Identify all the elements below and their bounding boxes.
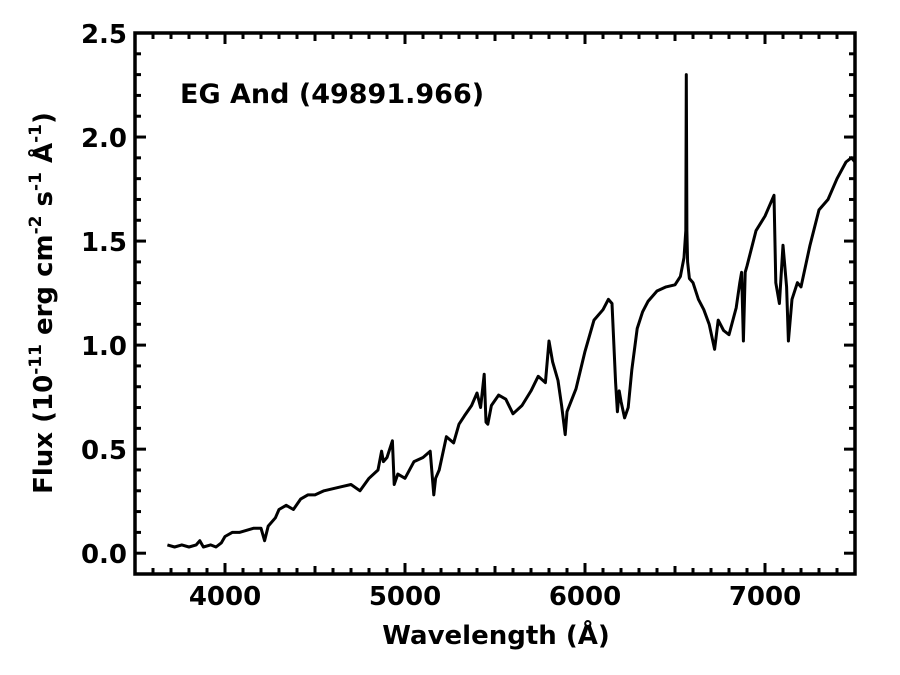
x-axis-title: Wavelength (Å) bbox=[382, 619, 609, 651]
y-tick-label: 1.5 bbox=[81, 228, 127, 258]
x-tick-label: 7000 bbox=[729, 582, 801, 612]
y-axis-title-part: Å bbox=[27, 143, 59, 172]
y-tick-label: 0.0 bbox=[81, 540, 127, 570]
y-tick-labels: 0.0 0.5 1.0 1.5 2.0 2.5 bbox=[81, 20, 127, 570]
x-tick-label: 5000 bbox=[369, 582, 441, 612]
x-tick-label: 4000 bbox=[189, 582, 261, 612]
y-axis-title-part: -1 bbox=[26, 172, 46, 191]
y-axis-title-part: -11 bbox=[26, 344, 46, 375]
y-axis-title-part: Flux (10 bbox=[29, 375, 59, 494]
y-axis-title: Flux (10-11 erg cm-2 s-1 Å-1) bbox=[26, 112, 59, 494]
y-tick-label: 1.0 bbox=[81, 332, 127, 362]
x-tick-labels: 4000 5000 6000 7000 bbox=[189, 582, 801, 612]
tick-group bbox=[133, 31, 857, 576]
y-axis-title-part: ) bbox=[29, 112, 59, 124]
y-tick-label: 2.0 bbox=[81, 124, 127, 154]
y-tick-label: 2.5 bbox=[81, 20, 127, 50]
plot-frame bbox=[133, 31, 857, 576]
spectrum-line bbox=[166, 73, 857, 549]
y-axis-title-part: -1 bbox=[26, 124, 46, 143]
x-tick-label: 6000 bbox=[549, 582, 621, 612]
y-tick-label: 0.5 bbox=[81, 436, 127, 466]
y-axis-title-part: -2 bbox=[26, 216, 46, 235]
y-axis-title-part: erg cm bbox=[29, 234, 59, 344]
y-axis-title-part: s bbox=[29, 191, 59, 216]
annotation-label: EG And (49891.966) bbox=[180, 79, 484, 110]
